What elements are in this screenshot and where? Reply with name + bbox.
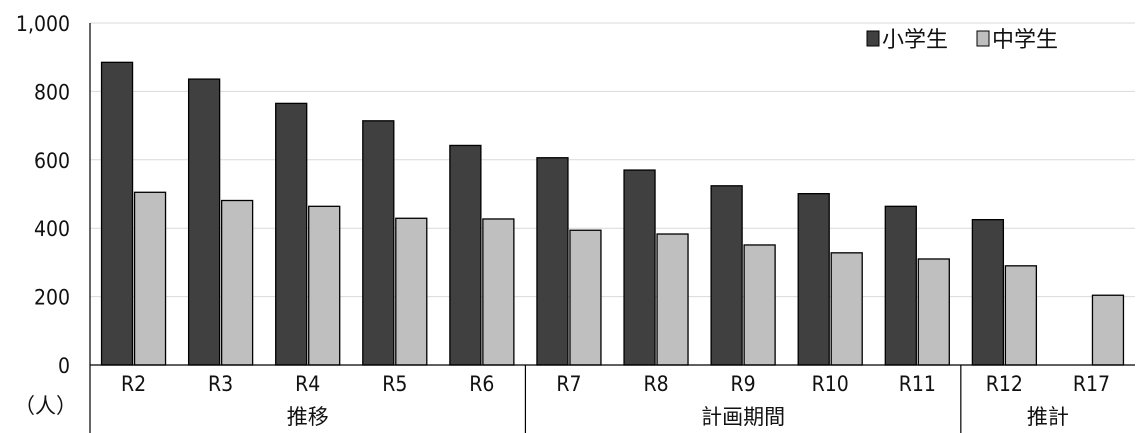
bar-elementary-R6 — [449, 144, 482, 366]
bar-elementary-R11 — [884, 205, 917, 366]
category-label: R8 — [643, 372, 668, 396]
unit-label: （人） — [14, 394, 77, 418]
legend-swatch-junior-high — [976, 30, 990, 47]
category-label: R6 — [469, 372, 494, 396]
bar-junior-high-R10 — [830, 252, 863, 366]
bar-junior-high-R3 — [220, 199, 254, 366]
category-label: R10 — [812, 372, 849, 396]
category-label: R2 — [121, 372, 146, 396]
bar-junior-high-R12 — [1004, 265, 1038, 366]
group-labels: 推移 計画期間 推計 — [287, 405, 1069, 429]
legend-label-elementary: 小学生 — [882, 28, 948, 53]
bar-elementary-R4 — [275, 102, 308, 366]
y-tick-labels: 0 200 400 600 800 1,000 — [16, 12, 70, 378]
y-tick-label: 200 — [34, 286, 70, 310]
legend-label-junior-high: 中学生 — [992, 28, 1058, 53]
legend: 小学生 中学生 — [866, 28, 1058, 53]
bar-elementary-R5 — [362, 120, 395, 366]
bar-junior-high-R9 — [743, 244, 776, 366]
bar-elementary-R2 — [100, 61, 134, 366]
bar-junior-high-R8 — [656, 233, 689, 366]
bar-elementary-R7 — [536, 157, 569, 366]
gridlines — [90, 22, 1135, 298]
bar-elementary-R3 — [187, 78, 221, 366]
bar-junior-high-R2 — [133, 191, 167, 366]
group-label: 推計 — [1027, 405, 1069, 429]
bar-junior-high-R11 — [917, 258, 950, 366]
category-label: R17 — [1073, 372, 1110, 396]
category-label: R5 — [382, 372, 407, 396]
bar-junior-high-R5 — [395, 217, 428, 366]
legend-swatch-elementary — [866, 30, 880, 47]
category-labels: R2 R3 R4 R5 R6 R7 R8 R9 R10 R11 R12 R17 — [121, 372, 1110, 396]
bar-junior-high-R7 — [569, 229, 602, 366]
bar-elementary-R12 — [971, 218, 1005, 366]
y-tick-label: 800 — [34, 80, 70, 104]
bar-elementary-R9 — [710, 185, 743, 366]
bar-elementary-R8 — [623, 169, 656, 366]
bar-junior-high-R4 — [308, 205, 341, 366]
y-tick-label: 400 — [34, 217, 70, 241]
y-tick-label: 600 — [34, 149, 70, 173]
category-label: R7 — [556, 372, 581, 396]
bar-elementary-R10 — [797, 193, 830, 366]
y-tick-label: 1,000 — [16, 12, 70, 36]
category-label: R4 — [295, 372, 320, 396]
bar-junior-high-R6 — [482, 218, 515, 366]
group-label: 推移 — [287, 405, 329, 429]
axes — [89, 23, 1135, 433]
category-label: R12 — [986, 372, 1023, 396]
category-label: R9 — [731, 372, 756, 396]
bars — [100, 61, 1125, 366]
category-label: R11 — [899, 372, 936, 396]
y-tick-label: 0 — [58, 354, 70, 378]
group-label: 計画期間 — [701, 405, 785, 429]
category-label: R3 — [208, 372, 233, 396]
bar-junior-high-R17 — [1091, 294, 1125, 366]
